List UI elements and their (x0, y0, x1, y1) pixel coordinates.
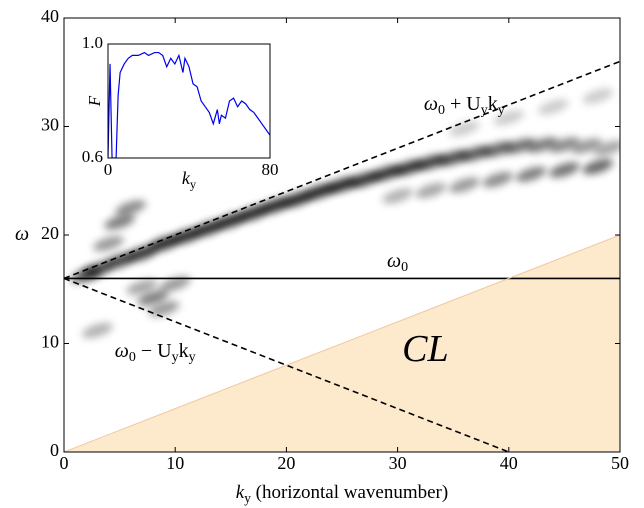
x-axis-label-part: k (182, 168, 191, 188)
region-boundary (64, 234, 620, 452)
annotation-part: CL (402, 328, 448, 370)
annotation: ω0 (387, 250, 408, 276)
y-axis-label-part: ω (15, 223, 29, 245)
annotation-part: ω (387, 250, 401, 272)
y-tick-label: 0 (50, 440, 59, 460)
heatmap-cell (93, 236, 124, 252)
y-axis-label: ω (15, 223, 29, 245)
heatmap-cell (104, 214, 135, 230)
heatmap-cell (582, 159, 614, 175)
x-tick-label: 40 (500, 453, 518, 473)
x-axis-label-part: (horizontal wavenumber) (251, 482, 448, 503)
annotation: ω0 − Uyky (115, 340, 196, 366)
heatmap-cell (571, 138, 602, 154)
heatmap-cell (460, 146, 491, 162)
heatmap-cell (593, 140, 620, 156)
heatmap-cell (526, 137, 558, 153)
heatmap-cell (137, 290, 169, 306)
annotation-part: 0 (401, 260, 408, 275)
annotation-part: y (172, 350, 179, 365)
y-tick-label: 40 (41, 6, 59, 26)
line (108, 51, 270, 158)
annotation-part: y (481, 103, 488, 118)
heatmap-cell (126, 279, 158, 295)
annotation-part: y (189, 350, 196, 365)
heatmap-cell (393, 160, 425, 176)
heatmap-cell (448, 177, 480, 193)
heatmap-cell (549, 162, 580, 178)
y-tick-label: 0.6 (82, 147, 103, 166)
heatmap-cell (126, 245, 158, 261)
heatmap-cell (159, 276, 191, 292)
inset-background (108, 44, 270, 158)
x-axis-label: ky (182, 168, 197, 191)
heatmap-cell (482, 141, 514, 157)
annotation-part: ω (424, 92, 438, 114)
heatmap-cell (82, 322, 113, 339)
heatmap-cell (415, 154, 447, 170)
annotation-part: ω (115, 340, 129, 362)
annotation-part: 0 (438, 103, 445, 118)
annotation: CL (402, 328, 448, 370)
annotation-part: 0 (129, 350, 136, 365)
y-axis-label: F (85, 95, 104, 107)
x-axis-label-part: y (190, 177, 197, 191)
x-tick-label: 0 (104, 160, 113, 179)
heatmap-cell (493, 110, 525, 126)
heatmap-cell (537, 99, 569, 115)
y-tick-label: 30 (41, 115, 59, 135)
x-tick-label: 30 (389, 453, 407, 473)
x-axis-label: ky (horizontal wavenumber) (236, 482, 448, 505)
annotation-part: k (488, 92, 498, 114)
annotation-part: + U (445, 92, 481, 114)
plot-area (64, 60, 620, 452)
x-tick-label: 10 (166, 453, 184, 473)
x-tick-label: 80 (262, 160, 279, 179)
heatmap-cell (115, 200, 147, 216)
heatmap-cell (515, 166, 547, 182)
heatmap-cell (437, 150, 469, 166)
y-tick-label: 10 (41, 332, 59, 352)
plot-area (108, 51, 270, 158)
annotation-part: − U (136, 340, 172, 362)
annotation: ω0 + Uyky (424, 92, 505, 118)
x-axis-label-part: k (236, 482, 245, 503)
x-axis-label-part: y (244, 491, 251, 506)
y-tick-label: 1.0 (82, 33, 103, 52)
annotation-part: k (179, 340, 189, 362)
heatmap-cell (371, 165, 402, 181)
y-axis-label-part: F (85, 95, 104, 107)
heatmap-cell (482, 172, 514, 188)
axes-frame (107, 43, 271, 159)
heatmap-cell (582, 88, 614, 104)
annotation-part: y (498, 103, 505, 118)
heatmap-cell (504, 138, 536, 154)
heatmap-cell (148, 301, 180, 317)
heatmap-cell (549, 137, 580, 153)
heatmap-cell (326, 177, 358, 193)
y-tick-label: 20 (41, 223, 59, 243)
x-tick-label: 20 (277, 453, 295, 473)
heatmap-cell (448, 121, 480, 137)
x-tick-label: 50 (611, 453, 629, 473)
heatmap-cell (415, 182, 447, 199)
x-tick-label: 0 (60, 453, 69, 473)
heatmap-cell (382, 188, 413, 204)
